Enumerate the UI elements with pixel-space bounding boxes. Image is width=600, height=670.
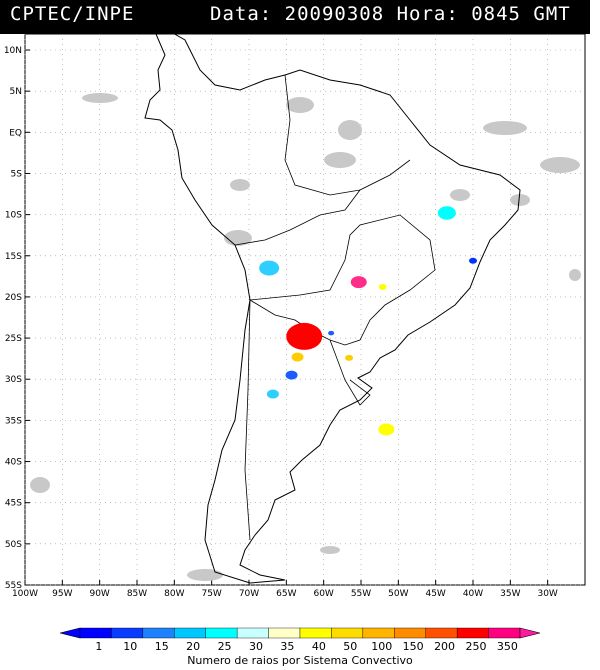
legend-label: 35 (280, 640, 294, 653)
lon-label: 90W (89, 589, 109, 599)
legend-label: 350 (497, 640, 518, 653)
legend-swatch (268, 627, 301, 639)
legend-swatch (488, 627, 521, 639)
legend-swatch (331, 627, 364, 639)
legend-label: 20 (186, 640, 200, 653)
lon-label: 80W (164, 589, 184, 599)
lon-label: 65W (276, 589, 296, 599)
legend-swatch (205, 627, 238, 639)
lightning-cluster (266, 389, 279, 399)
lightning-cluster (437, 206, 456, 220)
lightning-cluster (378, 423, 395, 436)
lon-label: 60W (313, 589, 333, 599)
lat-label: 10S (5, 211, 22, 221)
legend-swatch (425, 627, 458, 639)
lon-label: 35W (500, 589, 520, 599)
title-bar: CPTEC/INPE Data: 20090308 Hora: 0845 GMT (0, 0, 590, 34)
legend-swatch (174, 627, 206, 639)
legend-label: 200 (434, 640, 455, 653)
datetime-text: Data: 20090308 Hora: 0845 GMT (210, 3, 571, 25)
lon-label: 75W (201, 589, 221, 599)
lightning-legend: 1 10 15 20 25 30 35 40 50 100 150 200 250 350 (59, 627, 541, 653)
legend-label: 1 (95, 640, 102, 653)
lat-label: EQ (9, 128, 22, 138)
legend-swatch (456, 627, 489, 639)
lightning-cluster (378, 284, 387, 291)
lat-label: 30S (5, 375, 22, 385)
legend-label: 50 (343, 640, 357, 653)
lon-label: 40W (463, 589, 483, 599)
lightning-cluster (259, 260, 280, 276)
lat-label: 40S (5, 458, 22, 468)
lat-label: 50S (5, 540, 22, 550)
south-america-outline (144, 18, 521, 584)
lat-label: 5S (11, 169, 23, 179)
legend-label: 10 (123, 640, 137, 653)
legend-label: 250 (466, 640, 487, 653)
lat-label: 25S (5, 334, 22, 344)
legend-label: 30 (249, 640, 263, 653)
lightning-cluster (350, 276, 367, 289)
legend-label: 25 (218, 640, 232, 653)
lon-label: 30W (537, 589, 557, 599)
lon-label: 95W (52, 589, 72, 599)
lightning-cluster (291, 352, 304, 362)
legend-swatch (79, 627, 112, 639)
lat-label: 5N (10, 87, 22, 97)
legend-swatch (299, 627, 332, 639)
lat-label: 35S (5, 416, 22, 426)
cloud-cover-layer (30, 93, 581, 581)
lat-label: 10N (4, 46, 22, 56)
legend-label: 150 (403, 640, 424, 653)
lightning-cluster (469, 257, 477, 264)
legend-label: 100 (371, 640, 392, 653)
lat-label: 20S (5, 293, 22, 303)
legend-caption: Numero de raios por Sistema Convectivo (187, 654, 413, 667)
legend-label: 15 (155, 640, 169, 653)
lightning-clusters (259, 206, 477, 436)
lat-lon-grid: 10N 5N EQ 5S 10S 15S 20S 25S 30S 35S 40S 45S 50S 55S1… (4, 33, 586, 599)
legend-swatch (111, 627, 144, 639)
legend-swatch (236, 627, 269, 639)
lat-label: 15S (5, 252, 22, 262)
lon-label: 70W (239, 589, 259, 599)
lightning-cluster (328, 330, 335, 336)
lat-label: 45S (5, 499, 22, 509)
legend-swatch (394, 627, 426, 639)
lon-label: 50W (388, 589, 408, 599)
legend-arrow-left (59, 627, 81, 639)
legend-swatch (142, 627, 175, 639)
agency-title: CPTEC/INPE (10, 3, 135, 25)
legend-swatch (362, 627, 395, 639)
lightning-cluster (345, 354, 354, 361)
lightning-cluster (285, 370, 298, 380)
lon-label: 85W (127, 589, 147, 599)
lat-label: 55S (5, 581, 22, 591)
lon-label: 55W (351, 589, 371, 599)
lightning-cluster (286, 322, 323, 350)
legend-arrow-right (519, 627, 541, 639)
lon-label: 100W (12, 589, 38, 599)
legend-label: 40 (312, 640, 326, 653)
lon-label: 45W (425, 589, 445, 599)
